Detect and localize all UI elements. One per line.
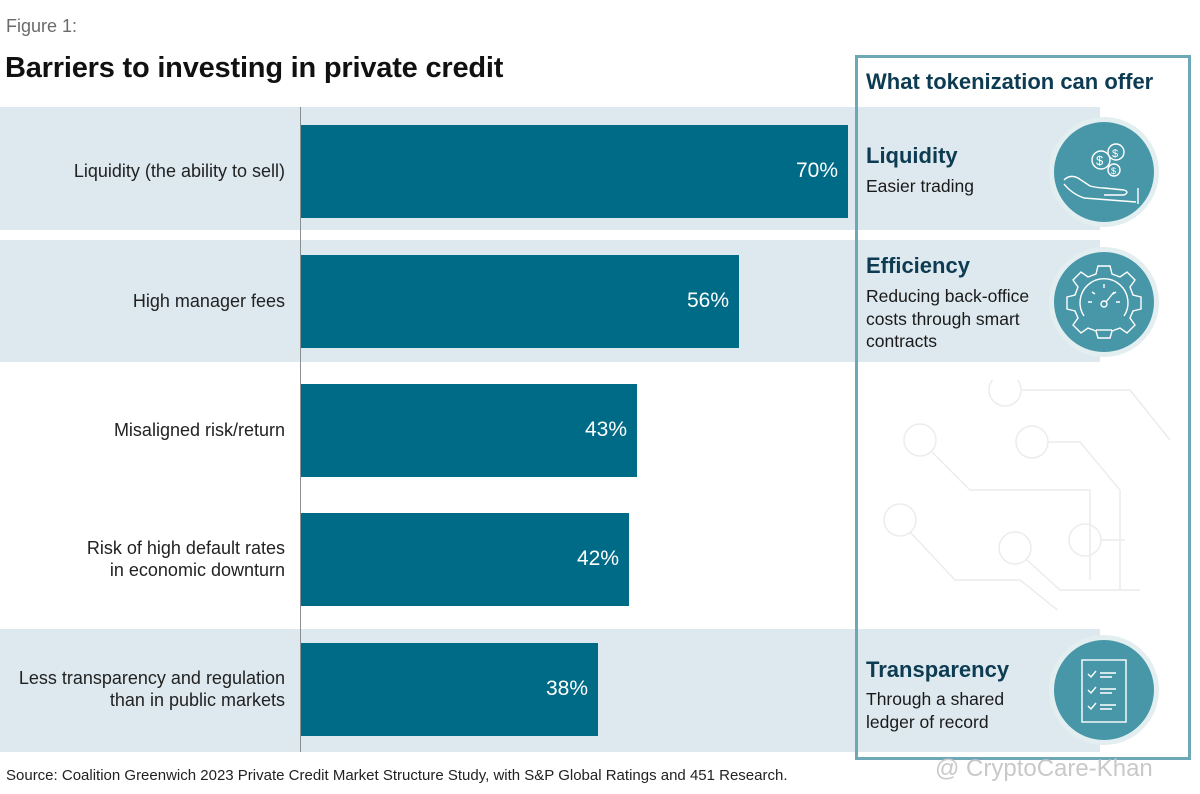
bar-2: [301, 255, 739, 348]
category-label-line: in economic downturn: [109, 560, 285, 580]
svg-text:$: $: [1112, 148, 1118, 160]
source-note: Source: Coalition Greenwich 2023 Private…: [6, 767, 788, 784]
bar-5: [301, 643, 598, 736]
watermark: @ CryptoCare-Khan: [935, 755, 1153, 782]
tokenization-panel: [855, 55, 1191, 760]
benefit-text-line: contracts: [866, 331, 937, 351]
category-label: Risk of high default rates in economic do…: [87, 537, 285, 581]
bar-value-label: 70%: [795, 159, 838, 182]
benefit-text-line: Reducing back-office: [866, 286, 1030, 306]
category-label-line: Risk of high default rates: [86, 538, 285, 558]
category-label: Less transparency and regulation than in …: [19, 667, 285, 711]
benefit-heading-transparency: Transparency: [866, 657, 1010, 682]
svg-text:$: $: [1111, 166, 1116, 176]
category-label: High manager fees: [133, 290, 285, 312]
benefit-text-efficiency: Reducing back-office costs through smart…: [866, 285, 1029, 353]
checklist-icon: [1054, 640, 1154, 740]
benefit-heading-efficiency: Efficiency: [866, 253, 970, 278]
gear-gauge-icon: [1054, 252, 1154, 352]
benefit-text-transparency: Through a shared ledger of record: [866, 688, 1004, 733]
y-axis-line: [300, 107, 301, 752]
benefit-text-liquidity: Easier trading: [866, 175, 974, 198]
bar-value-label: 56%: [686, 289, 729, 312]
benefit-text-line: Easier trading: [866, 176, 974, 196]
category-label-line: High manager fees: [132, 291, 285, 311]
bar-value-label: 38%: [545, 677, 588, 700]
benefit-text-line: Through a shared: [866, 689, 1005, 709]
svg-text:$: $: [1096, 153, 1104, 168]
panel-title: What tokenization can offer: [866, 69, 1154, 94]
bar-4: [301, 513, 629, 606]
benefit-heading-liquidity: Liquidity: [866, 143, 958, 168]
benefit-text-line: ledger of record: [866, 711, 989, 732]
hand-coins-icon: $ $ $: [1054, 122, 1154, 222]
bar-value-label: 42%: [576, 547, 619, 570]
category-label-line: Less transparency and regulation: [18, 668, 285, 688]
bar-3: [301, 384, 637, 477]
bar-value-label: 43%: [584, 418, 627, 441]
category-label: Misaligned risk/return: [114, 419, 285, 441]
circuit-decoration: [883, 380, 1171, 610]
category-label-line: than in public markets: [109, 690, 285, 710]
category-label: Liquidity (the ability to sell): [74, 160, 285, 182]
figure-label: Figure 1:: [6, 16, 78, 36]
category-label-line: Liquidity (the ability to sell): [73, 161, 285, 181]
bar-1: [301, 125, 848, 218]
benefit-text-line: costs through smart: [866, 308, 1020, 329]
category-label-line: Misaligned risk/return: [113, 420, 285, 440]
chart-title: Barriers to investing in private credit: [5, 52, 504, 84]
